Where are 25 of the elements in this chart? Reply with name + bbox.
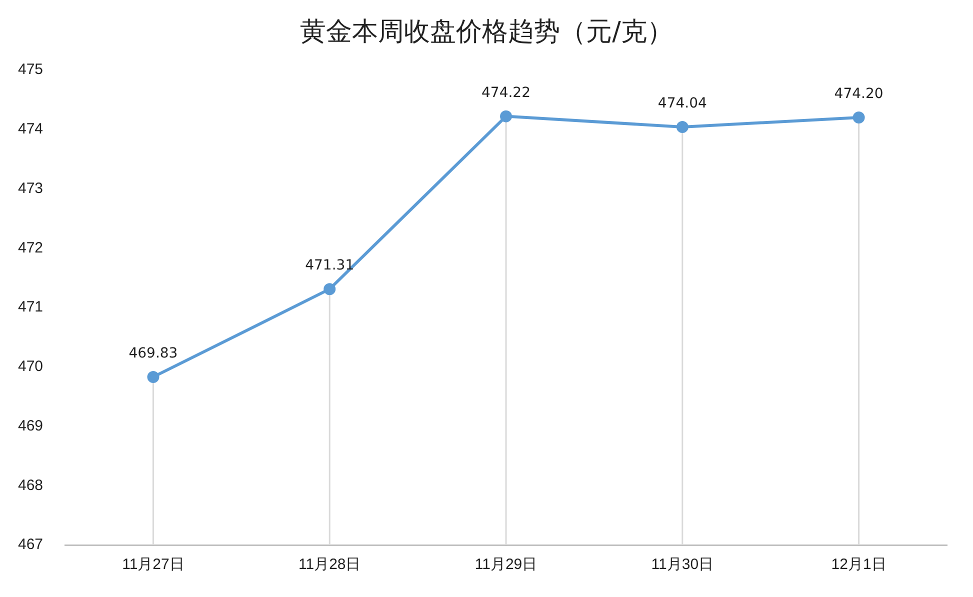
data-label: 469.83 — [128, 346, 178, 362]
point — [676, 121, 688, 133]
y-tick-label: 473 — [18, 180, 44, 197]
y-tick-label: 474 — [18, 120, 44, 138]
data-label: 474.20 — [834, 86, 884, 102]
point — [852, 112, 865, 124]
y-tick-label: 469 — [18, 417, 44, 434]
point — [147, 370, 160, 383]
x-tick-label: 11月28日 — [298, 556, 361, 574]
data-label: 471.31 — [305, 258, 354, 274]
x-tick-label: 11月29日 — [474, 556, 538, 574]
point — [500, 110, 512, 122]
y-tick-label: 470 — [18, 358, 44, 376]
y-tick-label: 471 — [18, 298, 44, 316]
point — [324, 283, 336, 296]
x-tick-label: 11月30日 — [651, 556, 714, 574]
y-tick-label: 472 — [18, 239, 44, 256]
x-tick-label: 12月1日 — [831, 556, 886, 574]
chart-title: 黄金本周收盘价格趋势（元/克） — [299, 16, 674, 49]
y-tick-label: 475 — [18, 61, 44, 78]
y-tick-label: 468 — [18, 476, 44, 494]
data-label: 474.04 — [658, 96, 707, 112]
x-tick-label: 11月27日 — [122, 556, 184, 574]
data-label: 474.22 — [482, 84, 531, 101]
y-tick-label: 467 — [18, 536, 44, 554]
